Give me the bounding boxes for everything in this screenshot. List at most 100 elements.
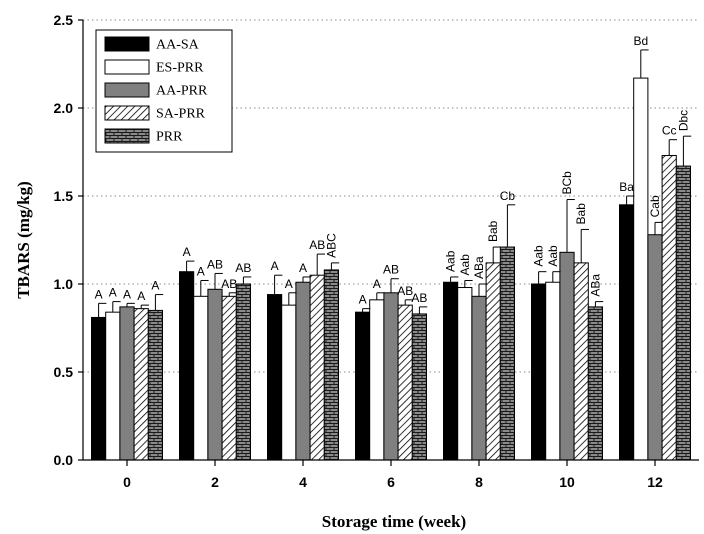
significance-label: Dbc <box>676 110 690 131</box>
significance-label: ABC <box>324 233 338 258</box>
bar <box>309 274 325 461</box>
bar <box>587 306 603 461</box>
bar <box>545 281 561 461</box>
bar <box>355 311 371 461</box>
significance-label: AB <box>397 284 413 298</box>
bar <box>471 295 487 461</box>
bar <box>179 271 195 461</box>
bar <box>383 292 399 461</box>
significance-label: A <box>299 261 307 275</box>
significance-label: Bd <box>633 34 648 48</box>
significance-label: ABa <box>588 274 602 297</box>
bar <box>235 283 252 461</box>
bar <box>369 299 385 461</box>
legend-swatch-aa-sa <box>104 36 150 52</box>
significance-label: AB <box>383 263 399 277</box>
significance-label: Bab <box>486 220 500 242</box>
x-tick-label: 6 <box>387 474 395 490</box>
bar <box>647 234 663 461</box>
legend-label-aa-prr: AA-PRR <box>156 84 208 99</box>
bar <box>91 316 107 461</box>
bar <box>221 295 237 461</box>
bar <box>147 309 164 461</box>
significance-label: AB <box>235 261 251 275</box>
bar <box>619 204 635 461</box>
y-tick-label: 2.5 <box>54 12 74 28</box>
y-axis-title: TBARS (mg/kg) <box>14 181 33 299</box>
significance-label: A <box>285 277 293 291</box>
y-tick-label: 0.5 <box>54 364 74 380</box>
bar <box>133 308 149 461</box>
bar <box>573 262 589 461</box>
significance-label: A <box>183 245 191 259</box>
bar <box>119 306 135 461</box>
significance-label: Aab <box>546 245 560 267</box>
legend-swatch-aa-prr <box>104 82 150 98</box>
bar <box>531 283 547 461</box>
bar <box>411 313 427 461</box>
significance-label: A <box>271 259 279 273</box>
x-tick-label: 10 <box>559 474 575 490</box>
legend-label-prr: PRR <box>156 130 183 145</box>
bar <box>193 295 209 461</box>
x-tick-label: 4 <box>299 474 307 490</box>
bar <box>267 294 283 461</box>
legend-swatch-sa-prr <box>104 105 150 121</box>
bar <box>661 155 677 461</box>
x-axis-ticks: 0 2 4 6 8 10 12 <box>123 460 663 490</box>
significance-label: Cab <box>648 195 662 217</box>
significance-label: AB <box>309 238 325 252</box>
bar <box>675 165 691 461</box>
significance-label: Aab <box>532 245 546 267</box>
bars <box>91 77 691 461</box>
bar <box>397 304 413 461</box>
significance-label: AB <box>411 291 427 305</box>
significance-label: A <box>373 277 381 291</box>
significance-label: A <box>109 286 117 300</box>
legend-label-es-prr: ES-PRR <box>156 61 204 76</box>
significance-label: Cb <box>500 189 516 203</box>
significance-label: Bab <box>574 203 588 225</box>
significance-label: Ba <box>619 180 634 194</box>
bar <box>295 281 311 461</box>
legend-swatch-es-prr <box>104 59 150 75</box>
legend-swatch-prr <box>104 128 150 144</box>
x-axis-title: Storage time (week) <box>322 512 466 531</box>
y-tick-label: 1.5 <box>54 188 74 204</box>
bar <box>281 304 297 461</box>
bar <box>457 287 473 461</box>
bar <box>559 251 575 461</box>
x-tick-label: 12 <box>647 474 663 490</box>
y-tick-label: 2.0 <box>54 100 74 116</box>
significance-label: A <box>95 287 103 301</box>
bar <box>485 262 501 461</box>
bar <box>207 288 223 461</box>
significance-label: ABa <box>472 256 486 279</box>
significance-label: Aab <box>444 250 458 272</box>
bar <box>633 77 649 461</box>
significance-label: A <box>137 289 145 303</box>
bar <box>323 269 339 461</box>
legend-label-sa-prr: SA-PRR <box>156 107 206 122</box>
significance-label: Cc <box>662 124 677 138</box>
significance-label: Aab <box>458 254 472 276</box>
significance-label: AB <box>207 257 223 271</box>
significance-label: A <box>359 293 367 307</box>
x-tick-label: 2 <box>211 474 219 490</box>
significance-label: BCb <box>560 171 574 195</box>
bar <box>443 281 459 461</box>
legend-label-aa-sa: AA-SA <box>156 38 200 53</box>
significance-label: A <box>151 279 159 293</box>
x-tick-label: 8 <box>475 474 483 490</box>
x-tick-label: 0 <box>123 474 131 490</box>
significance-label: AB <box>221 277 237 291</box>
bar <box>105 311 121 461</box>
y-axis-ticks: 0.0 0.5 1.0 1.5 2.0 2.5 <box>54 12 83 468</box>
error-bars <box>98 49 692 318</box>
significance-label: A <box>123 287 131 301</box>
y-tick-label: 1.0 <box>54 276 74 292</box>
y-tick-label: 0.0 <box>54 452 74 468</box>
significance-label: A <box>197 264 205 278</box>
